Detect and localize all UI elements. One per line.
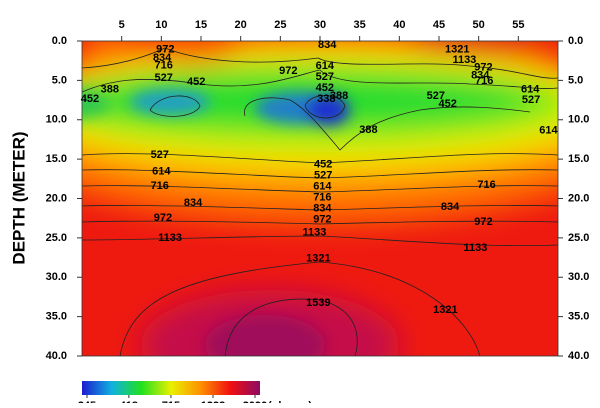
contour-label: 834	[184, 197, 203, 209]
contour-label: 388	[359, 124, 377, 136]
contour-label: 388	[330, 90, 348, 102]
contour-label: 972	[474, 62, 492, 74]
y-tick-label: 10.0	[46, 114, 67, 126]
contour-label: 972	[474, 216, 492, 228]
contour-label: 614	[521, 84, 540, 96]
contour-label: 527	[151, 149, 169, 161]
contour-label: 1321	[306, 252, 330, 264]
contour-label: 388	[101, 84, 119, 96]
x-tick-label: 40	[393, 19, 405, 31]
y-tick-label-right: 5.0	[568, 74, 583, 86]
contour-label: 338	[317, 93, 335, 105]
y-tick-label-right: 40.0	[568, 350, 589, 362]
contour-label: 614	[539, 125, 558, 137]
x-tick-label: 55	[512, 19, 524, 31]
y-tick-label-right: 30.0	[568, 271, 589, 283]
contour-label: 1321	[445, 44, 469, 56]
contour-label: 972	[279, 65, 297, 77]
contour-label: 972	[313, 214, 331, 226]
x-tick-label: 25	[274, 19, 286, 31]
x-tick-label: 30	[314, 19, 326, 31]
y-tick-label: 25.0	[46, 232, 67, 244]
contour-label: 834	[153, 52, 172, 64]
contour-label: 716	[155, 59, 173, 71]
x-tick-label: 35	[354, 19, 366, 31]
y-tick-label-right: 25.0	[568, 232, 589, 244]
contour-label: 1133	[303, 226, 327, 238]
x-tick-label: 50	[473, 19, 485, 31]
y-tick-label-right: 20.0	[568, 192, 589, 204]
y-tick-label: 30.0	[46, 271, 67, 283]
x-tick-label: 45	[433, 19, 445, 31]
contour-label: 834	[441, 201, 460, 213]
contour-label: 452	[439, 98, 457, 110]
y-tick-label: 35.0	[46, 311, 67, 323]
y-tick-label-right: 10.0	[568, 114, 589, 126]
contour-label: 452	[314, 159, 332, 171]
contour-label: 527	[427, 90, 445, 102]
contour-label: 614	[316, 60, 335, 72]
x-tick-label: 10	[155, 19, 167, 31]
y-tick-label: 40.0	[46, 350, 67, 362]
contour-label: 452	[316, 82, 334, 94]
contour-label: 452	[187, 76, 205, 88]
contour-label: 834	[318, 39, 337, 51]
contour-label: 452	[81, 93, 99, 105]
contour-label: 972	[156, 44, 174, 56]
contour-label: 1133	[452, 54, 476, 66]
contour-label: 1539	[306, 297, 330, 309]
contour-label: 972	[154, 212, 172, 224]
contour-label: 527	[316, 71, 334, 83]
y-tick-label: 15.0	[46, 153, 67, 165]
contour-label: 834	[471, 70, 490, 82]
y-tick-label-right: 35.0	[568, 311, 589, 323]
contour-label: 716	[477, 179, 495, 191]
contour-label: 716	[313, 192, 331, 204]
y-tick-label-right: 0.0	[568, 35, 583, 47]
contour-label: 527	[522, 94, 540, 106]
resistivity-field	[82, 41, 558, 356]
contour-label: 1133	[464, 242, 488, 254]
contour-label: 716	[151, 180, 169, 192]
x-tick-label: 20	[235, 19, 247, 31]
y-axis-label: DEPTH (METER)	[9, 131, 28, 264]
y-tick-label: 0.0	[52, 35, 67, 47]
y-tick-label-right: 15.0	[568, 153, 589, 165]
colorbar	[82, 381, 260, 395]
x-tick-label: 15	[195, 19, 207, 31]
contour-label: 1321	[433, 304, 457, 316]
contour-label: 834	[313, 203, 332, 215]
y-tick-label: 20.0	[46, 192, 67, 204]
contour-label: 1133	[158, 232, 182, 244]
contour-label: 527	[314, 170, 332, 182]
contour-label: 716	[475, 75, 493, 87]
contour-label: 614	[313, 181, 332, 193]
y-tick-label: 5.0	[52, 74, 67, 86]
contour-label: 527	[155, 72, 173, 84]
x-tick-label: 5	[119, 19, 125, 31]
contour-label: 614	[152, 166, 171, 178]
contour-lines	[82, 47, 558, 356]
